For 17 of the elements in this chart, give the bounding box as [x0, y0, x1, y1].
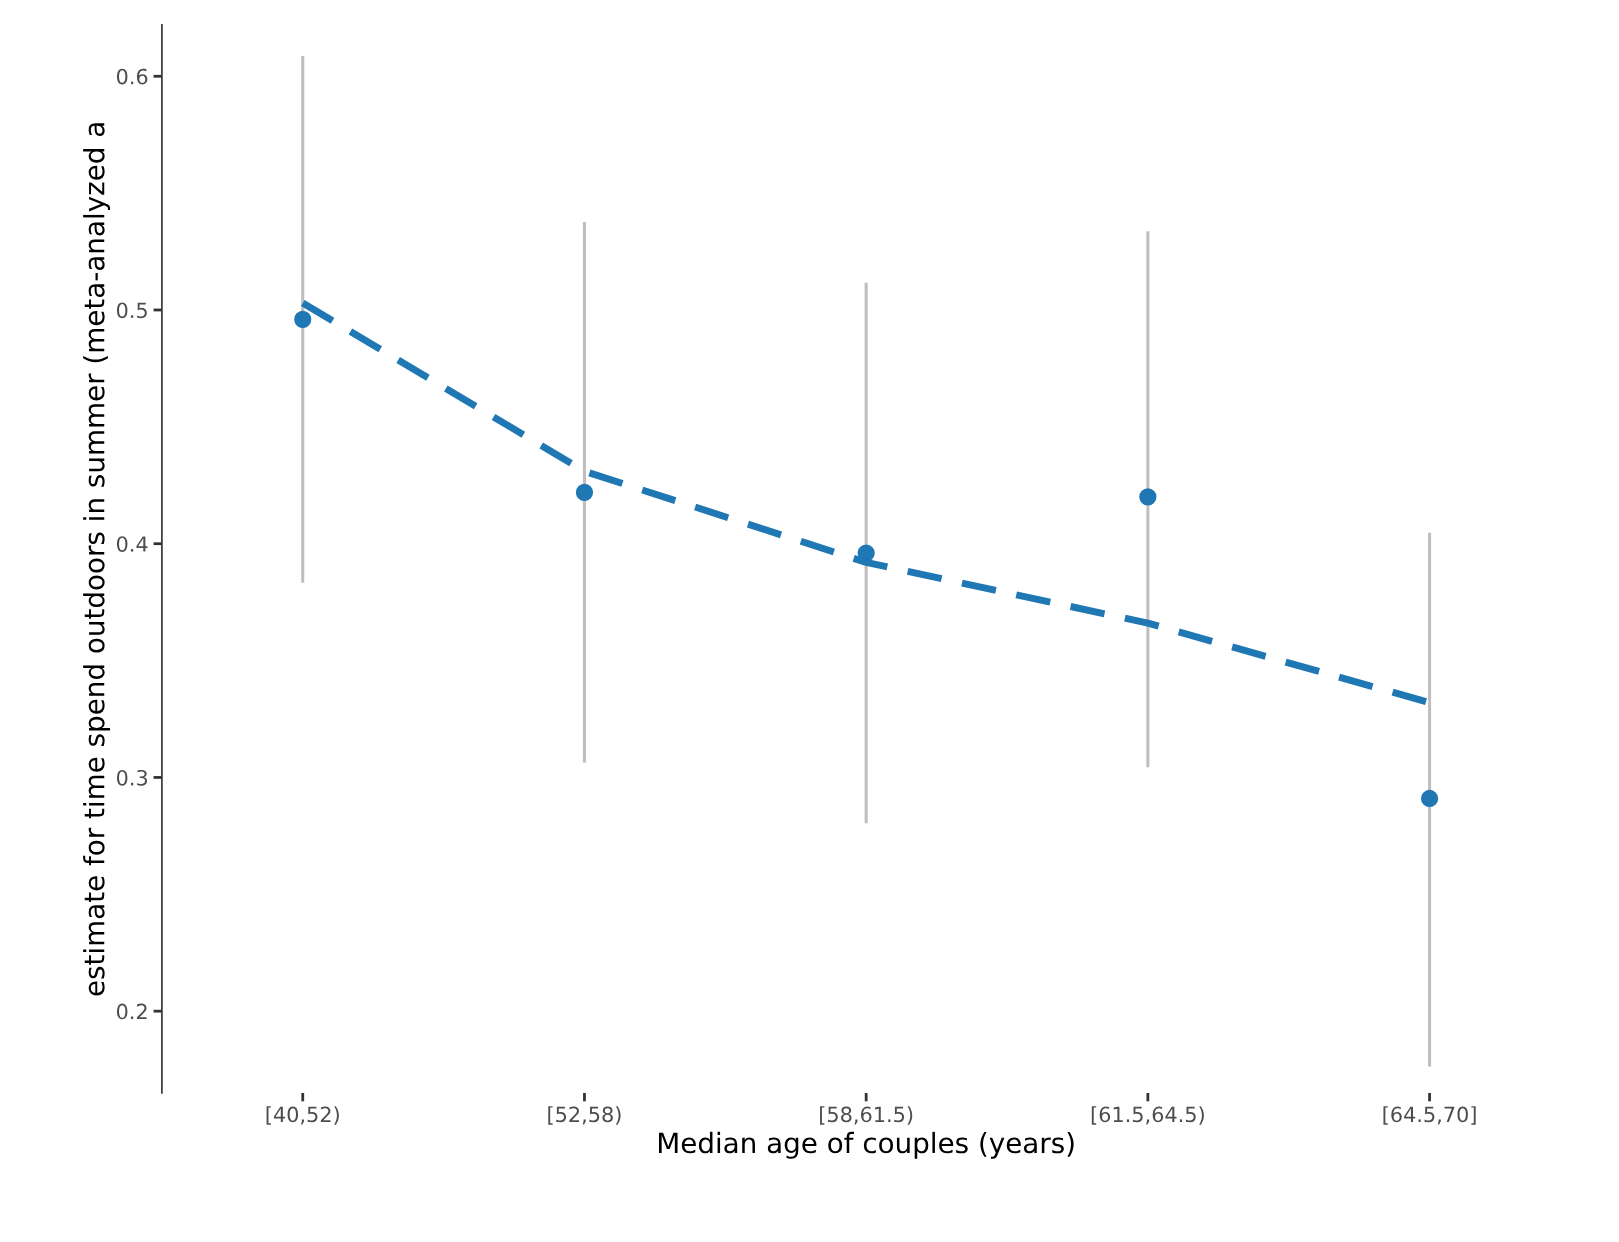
x-axis-title: Median age of couples (years): [659, 1131, 1074, 1159]
y-tick-label: 0.5: [116, 302, 147, 319]
y-tick-label: 0.6: [116, 68, 148, 85]
y-tick-label: 0.2: [116, 1003, 147, 1020]
point: [294, 310, 312, 328]
y-tick-label: 0.3: [116, 769, 148, 786]
point: [575, 483, 594, 501]
x-tick-label: [61.5,64.5): [1091, 1106, 1204, 1125]
point: [1139, 488, 1157, 506]
point: [1420, 789, 1439, 808]
x-tick-label: [52,58): [548, 1106, 621, 1125]
y-tick-label: 0.4: [116, 536, 148, 552]
point: [857, 544, 875, 562]
y-axis-title: estimate for time spend outdoors in summer (meta-analyzed a: [83, 123, 111, 996]
x-tick-label: [40,52): [266, 1106, 339, 1125]
x-tick-label: [64.5,70]: [1383, 1106, 1476, 1125]
x-tick-label: [58,61.5): [820, 1106, 913, 1125]
